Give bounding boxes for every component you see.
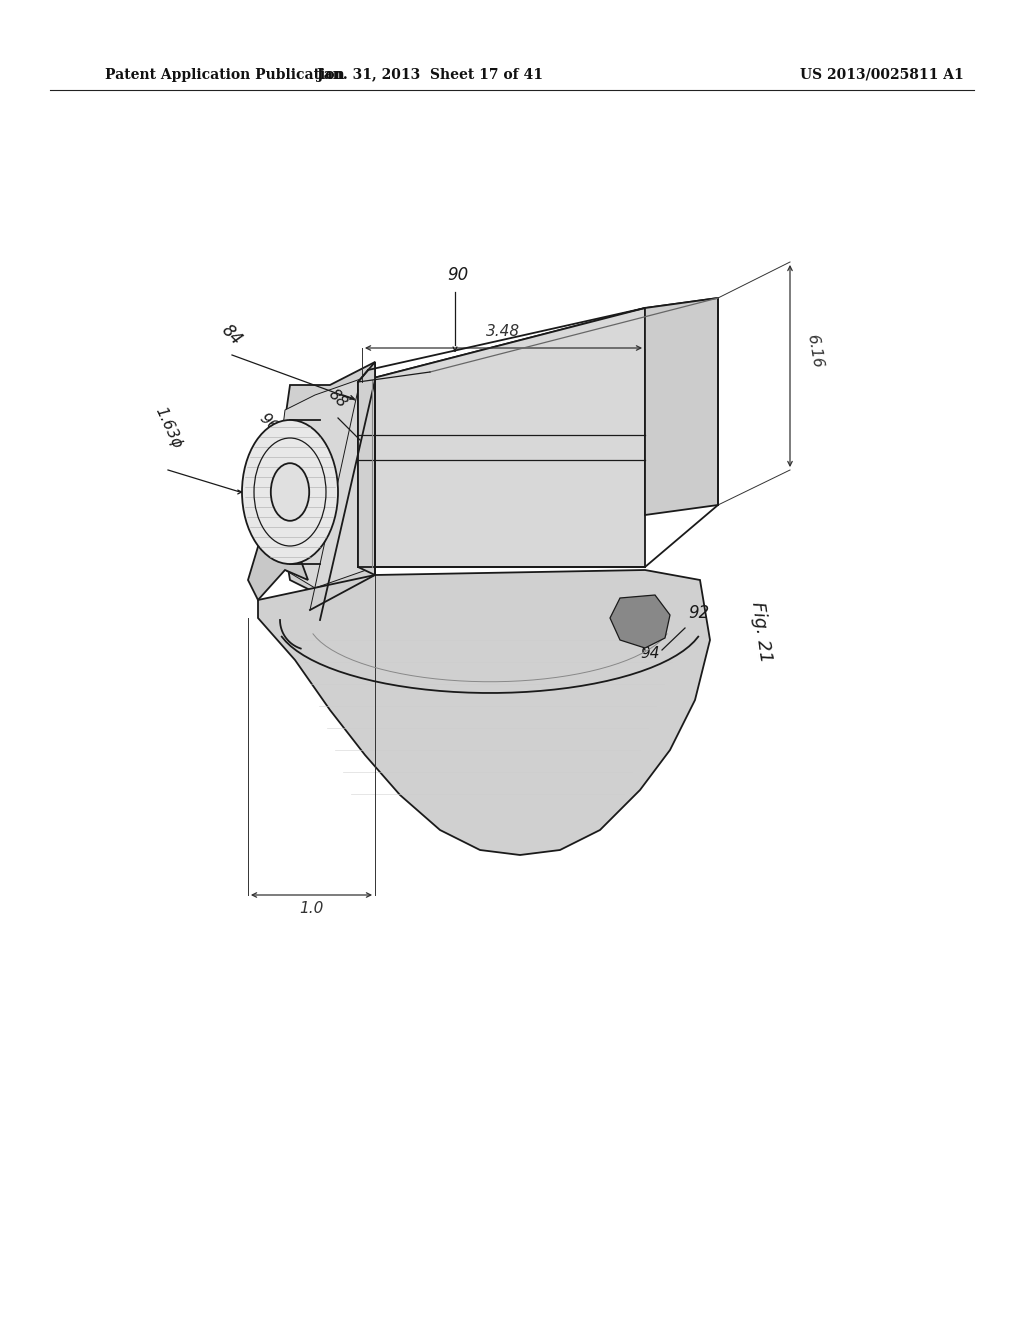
Text: 84: 84 xyxy=(218,321,246,348)
Text: 1.63ϕ: 1.63ϕ xyxy=(152,405,184,451)
Text: 94: 94 xyxy=(640,645,659,661)
Text: 92: 92 xyxy=(688,605,710,622)
Polygon shape xyxy=(610,595,670,648)
Polygon shape xyxy=(358,308,645,568)
Text: 1.0: 1.0 xyxy=(299,902,324,916)
Text: 90: 90 xyxy=(447,267,468,284)
Text: Jan. 31, 2013  Sheet 17 of 41: Jan. 31, 2013 Sheet 17 of 41 xyxy=(317,69,543,82)
Polygon shape xyxy=(358,362,375,576)
Polygon shape xyxy=(645,298,718,515)
Polygon shape xyxy=(248,490,308,601)
Polygon shape xyxy=(275,362,375,601)
Text: 88: 88 xyxy=(325,387,349,411)
Text: Fig. 21: Fig. 21 xyxy=(748,601,774,664)
Polygon shape xyxy=(258,570,710,855)
Text: Patent Application Publication: Patent Application Publication xyxy=(105,69,345,82)
Ellipse shape xyxy=(242,420,338,564)
Text: 3.48: 3.48 xyxy=(486,323,520,339)
Text: US 2013/0025811 A1: US 2013/0025811 A1 xyxy=(800,69,964,82)
Text: 6.16: 6.16 xyxy=(804,333,824,370)
Text: 96: 96 xyxy=(256,411,281,436)
Polygon shape xyxy=(358,298,718,381)
Ellipse shape xyxy=(270,463,309,521)
Polygon shape xyxy=(275,375,372,587)
